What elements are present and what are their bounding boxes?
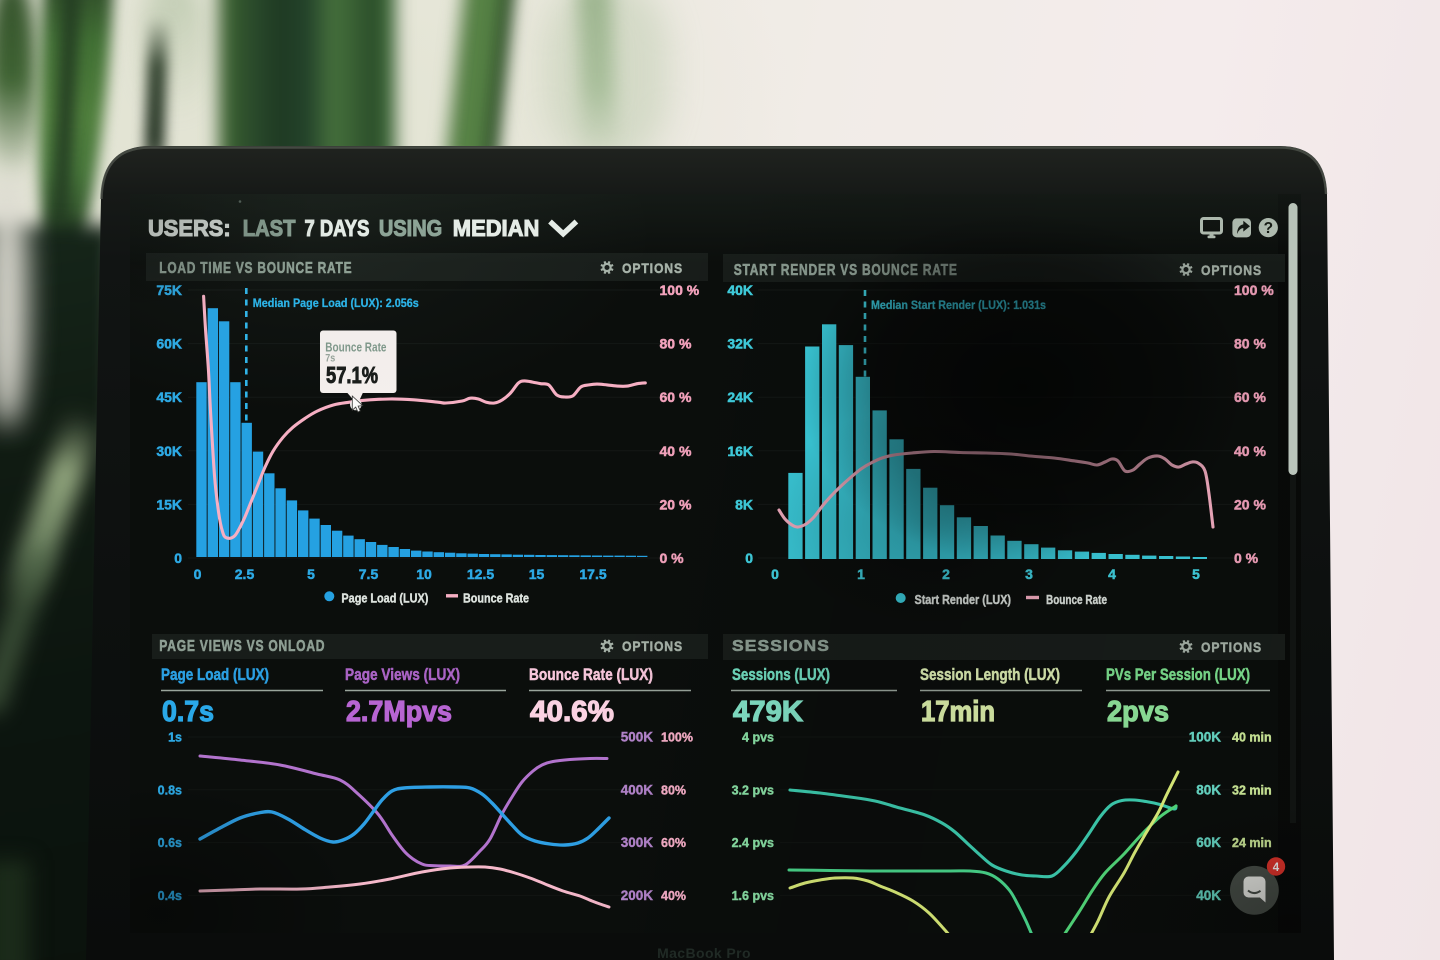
svg-text:60%: 60% — [661, 836, 686, 850]
svg-text:2.4 pvs: 2.4 pvs — [732, 836, 774, 850]
svg-text:30K: 30K — [156, 443, 182, 459]
svg-text:0: 0 — [194, 566, 202, 582]
svg-text:OPTIONS: OPTIONS — [1201, 262, 1262, 278]
svg-text:100 %: 100 % — [1234, 282, 1274, 298]
svg-text:40.6%: 40.6% — [530, 696, 614, 728]
svg-text:MEDIAN: MEDIAN — [453, 215, 540, 241]
svg-text:1: 1 — [857, 566, 865, 582]
svg-text:60K: 60K — [156, 336, 182, 352]
svg-text:100K: 100K — [1189, 730, 1222, 745]
svg-text:500K: 500K — [621, 730, 654, 745]
svg-text:80K: 80K — [1196, 782, 1221, 797]
svg-text:USERS:: USERS: — [148, 215, 231, 241]
svg-text:17min: 17min — [921, 696, 995, 728]
svg-text:15: 15 — [529, 566, 545, 582]
svg-text:Bounce Rate: Bounce Rate — [1046, 592, 1107, 607]
svg-text:479K: 479K — [733, 696, 803, 728]
svg-text:3.2 pvs: 3.2 pvs — [732, 783, 774, 797]
svg-text:2: 2 — [942, 566, 950, 582]
svg-text:OPTIONS: OPTIONS — [622, 260, 683, 276]
svg-text:60 %: 60 % — [660, 389, 692, 405]
svg-text:20 %: 20 % — [660, 496, 692, 512]
svg-text:24K: 24K — [727, 389, 753, 405]
svg-text:20 %: 20 % — [1234, 496, 1266, 512]
svg-text:17.5: 17.5 — [579, 566, 606, 582]
svg-text:40%: 40% — [661, 889, 686, 903]
svg-text:PVs Per Session (LUX): PVs Per Session (LUX) — [1106, 666, 1250, 684]
svg-text:40K: 40K — [1196, 888, 1221, 903]
svg-text:4: 4 — [1108, 566, 1116, 582]
svg-text:4: 4 — [1273, 862, 1280, 874]
svg-text:0: 0 — [745, 550, 753, 566]
svg-text:40 %: 40 % — [660, 443, 692, 459]
svg-text:PAGE VIEWS VS ONLOAD: PAGE VIEWS VS ONLOAD — [159, 638, 325, 655]
svg-text:80 %: 80 % — [660, 336, 692, 352]
svg-text:32 min: 32 min — [1232, 783, 1272, 797]
svg-text:100 %: 100 % — [660, 282, 700, 298]
svg-text:OPTIONS: OPTIONS — [1201, 639, 1262, 655]
svg-text:Median Start Render (LUX): 1.0: Median Start Render (LUX): 1.031s — [871, 298, 1046, 312]
svg-text:4 pvs: 4 pvs — [742, 731, 774, 745]
svg-text:Page Views (LUX): Page Views (LUX) — [345, 666, 460, 684]
svg-text:0.8s: 0.8s — [158, 783, 182, 797]
svg-text:40 %: 40 % — [1234, 443, 1266, 459]
svg-text:Median Page Load (LUX): 2.056s: Median Page Load (LUX): 2.056s — [253, 296, 419, 310]
svg-text:0.4s: 0.4s — [158, 889, 182, 903]
svg-text:7 DAYS: 7 DAYS — [305, 215, 370, 241]
svg-text:0.6s: 0.6s — [158, 836, 182, 850]
svg-text:16K: 16K — [727, 443, 753, 459]
svg-text:OPTIONS: OPTIONS — [622, 638, 683, 654]
svg-text:40 min: 40 min — [1232, 731, 1272, 745]
svg-text:3: 3 — [1025, 566, 1033, 582]
svg-text:300K: 300K — [621, 835, 654, 850]
svg-text:45K: 45K — [156, 389, 182, 405]
svg-text:START RENDER VS BOUNCE RATE: START RENDER VS BOUNCE RATE — [734, 262, 958, 279]
svg-text:60 %: 60 % — [1234, 389, 1266, 405]
svg-text:5: 5 — [1192, 566, 1200, 582]
svg-text:57.1%: 57.1% — [326, 362, 378, 388]
svg-text:SESSIONS: SESSIONS — [732, 638, 830, 655]
svg-text:Sessions (LUX): Sessions (LUX) — [732, 666, 830, 684]
svg-text:1s: 1s — [168, 731, 182, 745]
svg-text:400K: 400K — [621, 782, 654, 797]
svg-text:80 %: 80 % — [1234, 336, 1266, 352]
svg-text:10: 10 — [416, 566, 432, 582]
svg-text:USING: USING — [379, 215, 442, 241]
svg-text:75K: 75K — [156, 282, 182, 298]
svg-text:Page Load (LUX): Page Load (LUX) — [341, 590, 428, 605]
svg-text:2pvs: 2pvs — [1107, 696, 1169, 728]
svg-text:0.7s: 0.7s — [162, 696, 214, 728]
svg-text:2.7Mpvs: 2.7Mpvs — [346, 696, 452, 728]
svg-text:15K: 15K — [156, 496, 182, 512]
svg-text:0 %: 0 % — [1234, 550, 1259, 566]
svg-text:Page Load (LUX): Page Load (LUX) — [161, 666, 269, 684]
svg-text:0: 0 — [771, 566, 779, 582]
svg-text:Bounce Rate (LUX): Bounce Rate (LUX) — [529, 666, 653, 684]
svg-text:5: 5 — [307, 566, 315, 582]
svg-text:24 min: 24 min — [1232, 836, 1272, 850]
svg-text:LAST: LAST — [243, 215, 296, 241]
svg-text:60K: 60K — [1196, 835, 1221, 850]
svg-text:2.5: 2.5 — [235, 566, 255, 582]
svg-text:Bounce Rate: Bounce Rate — [463, 590, 529, 605]
svg-text:0 %: 0 % — [660, 550, 685, 566]
svg-text:32K: 32K — [727, 336, 753, 352]
svg-text:?: ? — [1264, 220, 1273, 237]
svg-text:8K: 8K — [735, 496, 753, 512]
svg-text:200K: 200K — [621, 888, 654, 903]
svg-text:Session Length (LUX): Session Length (LUX) — [920, 666, 1060, 684]
svg-text:7.5: 7.5 — [359, 566, 379, 582]
svg-text:LOAD TIME VS BOUNCE RATE: LOAD TIME VS BOUNCE RATE — [159, 260, 352, 277]
svg-text:Start Render (LUX): Start Render (LUX) — [915, 592, 1012, 607]
svg-text:12.5: 12.5 — [467, 566, 494, 582]
svg-text:80%: 80% — [661, 783, 686, 797]
svg-text:0: 0 — [174, 550, 182, 566]
svg-text:100%: 100% — [661, 731, 693, 745]
svg-text:1.6 pvs: 1.6 pvs — [732, 889, 774, 903]
svg-text:40K: 40K — [727, 282, 753, 298]
